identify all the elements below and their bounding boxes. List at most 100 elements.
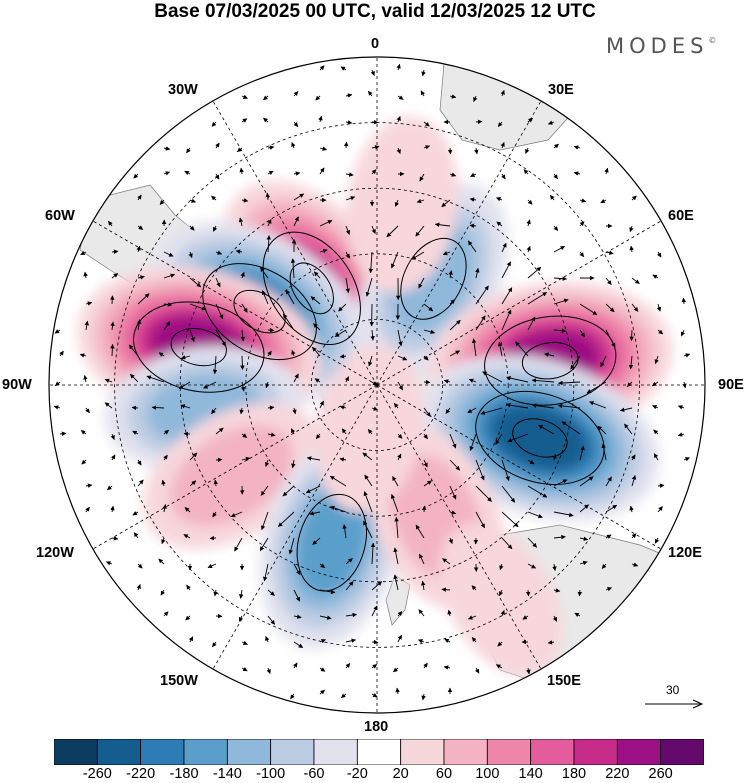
lon-label-90w: 90W [2, 377, 32, 393]
wind-vector [527, 199, 533, 205]
wind-vector [553, 245, 566, 253]
wind-vector [184, 170, 191, 176]
colorbar-tick-label: 20 [392, 766, 409, 782]
wind-vector [240, 329, 246, 342]
wind-vector [339, 405, 347, 410]
colorbar-tick-label: -100 [256, 766, 286, 782]
wind-vector [469, 197, 477, 202]
wind-vector [265, 192, 270, 201]
wind-vector [397, 95, 404, 100]
wind-vector [449, 299, 456, 305]
wind-vector [54, 381, 61, 387]
wind-vector [680, 329, 685, 337]
wind-vector [81, 459, 87, 465]
wind-vector [319, 167, 325, 175]
anomaly-blob [346, 116, 459, 293]
wind-vector [397, 381, 404, 391]
wind-vector [345, 638, 357, 643]
wind-vector [189, 198, 196, 203]
wind-vector [547, 640, 555, 645]
wind-vector [341, 428, 347, 435]
wind-vector [137, 225, 144, 230]
wind-vector [345, 172, 354, 177]
wind-vector [419, 553, 425, 565]
wind-vector [471, 585, 477, 591]
wind-vector [629, 505, 634, 513]
wind-vector [319, 615, 332, 620]
wind-vector [475, 459, 485, 481]
wind-vector [339, 354, 347, 359]
wind-vector [497, 341, 503, 357]
wind-vector [132, 430, 139, 435]
wind-vector [449, 94, 457, 99]
anomaly-blob [420, 354, 660, 522]
wind-vector [573, 145, 581, 150]
wind-vector [85, 301, 93, 306]
wind-vector [657, 251, 662, 258]
wind-vector [393, 547, 399, 565]
wind-vector [163, 611, 169, 617]
wind-vector [500, 609, 505, 617]
wind-vector [290, 258, 296, 279]
wind-vector [653, 453, 659, 461]
wind-vector [393, 574, 399, 591]
wind-vector [624, 423, 633, 435]
wind-vector [189, 225, 195, 231]
wind-vector [681, 297, 687, 305]
wind-vector [293, 216, 299, 227]
wind-vector [469, 223, 477, 229]
meridian-line [376, 384, 542, 670]
wind-vector [579, 560, 588, 566]
colorbar-bin [616, 739, 662, 765]
wind-vector [501, 242, 507, 253]
lon-label-60e: 60E [668, 208, 694, 224]
wind-vector [394, 516, 399, 539]
wind-vector [499, 563, 504, 571]
colorbar-tick-label: -60 [303, 766, 325, 782]
lon-label-150w: 150W [160, 673, 198, 689]
colorbar-tick-label: 260 [648, 766, 673, 782]
wind-vector [475, 119, 483, 125]
wind-vector [362, 452, 373, 461]
wind-vector [215, 427, 224, 435]
wind-vector [448, 537, 453, 544]
wind-vector [85, 407, 90, 414]
colorbar-bin [400, 739, 445, 765]
wind-vector [313, 271, 321, 279]
wind-vector [345, 612, 358, 618]
anomaly-level [170, 425, 294, 527]
wind-vector [83, 374, 88, 383]
wind-vector [293, 373, 299, 383]
wind-vector [342, 524, 347, 539]
wind-vector [396, 115, 401, 123]
wind-vector [605, 329, 616, 348]
wind-vector [574, 612, 581, 618]
wind-vector [230, 511, 243, 518]
wind-vector [132, 511, 139, 516]
wind-vector [84, 320, 90, 331]
wind-vector [215, 250, 223, 255]
wind-vector [59, 431, 67, 436]
wind-vector [411, 251, 425, 260]
wind-vector [107, 485, 113, 491]
wind-vector [260, 267, 269, 279]
wind-vector [314, 378, 321, 383]
wind-vector [146, 375, 165, 383]
wind-vector [305, 485, 321, 494]
wind-vector [345, 277, 350, 294]
wind-vector [526, 245, 531, 253]
wind-vector [549, 194, 555, 201]
wind-vector [238, 217, 244, 227]
wind-vector [312, 537, 321, 545]
wind-vector [212, 355, 218, 375]
wind-vector [290, 428, 296, 435]
colorbar-bin [270, 739, 315, 765]
wind-vector [579, 198, 587, 203]
wind-vector [468, 378, 477, 383]
wind-vector [241, 303, 248, 313]
wind-vector [212, 641, 217, 648]
wind-vector [600, 355, 607, 368]
wind-vector [544, 352, 555, 357]
wind-vector [371, 225, 376, 235]
wind-vector [212, 511, 217, 518]
